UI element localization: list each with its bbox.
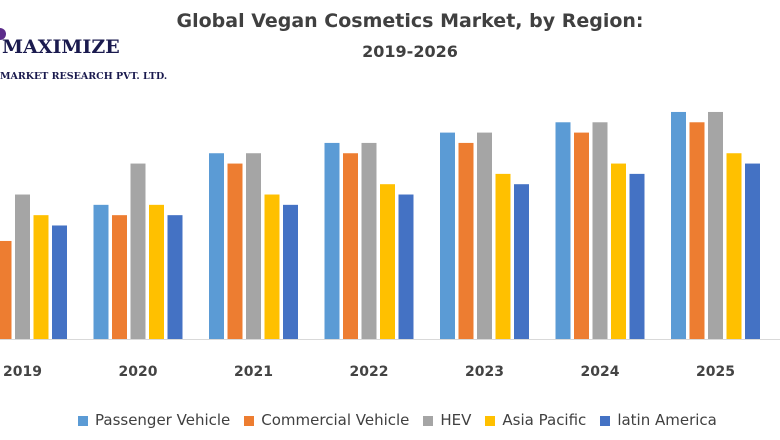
legend-label: Commercial Vehicle bbox=[261, 411, 410, 429]
legend-item: HEV bbox=[423, 411, 471, 430]
bar-2021-asia-pacific bbox=[264, 194, 280, 339]
bar-2022-latin-america bbox=[398, 194, 414, 339]
legend-label: HEV bbox=[440, 411, 472, 429]
legend-swatch bbox=[485, 416, 496, 426]
bar-2019-commercial-vehicle bbox=[0, 240, 12, 339]
bar-2024-hev bbox=[592, 122, 608, 339]
logo-name: MAXIMIZE bbox=[2, 36, 120, 58]
bar-2023-commercial-vehicle bbox=[458, 142, 474, 339]
x-tick-label: 2023 bbox=[465, 364, 504, 380]
legend-label: Passenger Vehicle bbox=[95, 411, 231, 429]
chart-title: Global Vegan Cosmetics Market, by Region… bbox=[176, 10, 644, 32]
bar-2021-commercial-vehicle bbox=[227, 163, 243, 339]
x-tick-label: 2025 bbox=[696, 364, 735, 380]
bar-2020-passenger-vehicle bbox=[93, 204, 109, 339]
legend-item: Asia Pacific bbox=[485, 411, 586, 430]
bar-2019-latin-america bbox=[52, 225, 67, 339]
bar-2020-hev bbox=[130, 163, 146, 339]
bar-2025-asia-pacific bbox=[726, 153, 742, 339]
legend-item: latin America bbox=[600, 411, 717, 430]
bar-2022-commercial-vehicle bbox=[343, 153, 358, 339]
bar-2022-hev bbox=[361, 142, 377, 339]
bar-2019-asia-pacific bbox=[33, 215, 49, 339]
legend-item: Commercial Vehicle bbox=[244, 411, 409, 430]
chart-legend: Passenger Vehicle Commercial Vehicle HEV As… bbox=[78, 411, 731, 430]
bar-2025-passenger-vehicle bbox=[671, 111, 686, 340]
bar-2021-latin-america bbox=[283, 204, 298, 339]
bar-2025-hev bbox=[708, 111, 723, 340]
bar-2023-hev bbox=[477, 132, 492, 339]
bar-2023-asia-pacific bbox=[495, 173, 511, 339]
bar-2022-passenger-vehicle bbox=[324, 142, 340, 339]
bar-2021-hev bbox=[246, 153, 261, 339]
x-tick-label: 2024 bbox=[581, 364, 620, 380]
bar-2021-passenger-vehicle bbox=[209, 153, 224, 339]
bar-group bbox=[0, 111, 760, 340]
legend-swatch bbox=[423, 416, 434, 426]
legend-item: Passenger Vehicle bbox=[78, 411, 230, 430]
x-axis-ticks: 20192020202120222023202420252026 bbox=[3, 364, 735, 380]
x-tick-label: 2019 bbox=[3, 364, 42, 380]
legend-label: latin America bbox=[617, 411, 717, 429]
bar-2024-asia-pacific bbox=[611, 163, 626, 339]
bar-2023-latin-america bbox=[514, 184, 529, 339]
bar-2025-commercial-vehicle bbox=[689, 122, 705, 339]
x-tick-label: 2022 bbox=[350, 364, 389, 380]
bar-2024-commercial-vehicle bbox=[574, 132, 589, 339]
bar-2023-passenger-vehicle bbox=[440, 132, 455, 339]
chart-subtitle: 2019-2026 bbox=[362, 42, 458, 61]
logo-mark-icon bbox=[0, 28, 6, 40]
bar-2020-commercial-vehicle bbox=[112, 215, 127, 339]
legend-swatch bbox=[600, 416, 611, 426]
bar-2020-latin-america bbox=[167, 215, 183, 339]
x-tick-label: 2020 bbox=[119, 364, 158, 380]
bar-2020-asia-pacific bbox=[149, 204, 164, 339]
legend-swatch bbox=[244, 416, 255, 426]
bar-2024-passenger-vehicle bbox=[555, 122, 571, 339]
legend-label: Asia Pacific bbox=[502, 411, 587, 429]
bar-2024-latin-america bbox=[629, 173, 645, 339]
x-tick-label: 2021 bbox=[234, 364, 273, 380]
bar-2025-latin-america bbox=[745, 163, 760, 339]
bar-2022-asia-pacific bbox=[380, 184, 395, 339]
bar-2019-hev bbox=[15, 194, 30, 339]
logo-subtitle: MARKET RESEARCH PVT. LTD. bbox=[0, 71, 168, 82]
legend-swatch bbox=[78, 416, 88, 426]
